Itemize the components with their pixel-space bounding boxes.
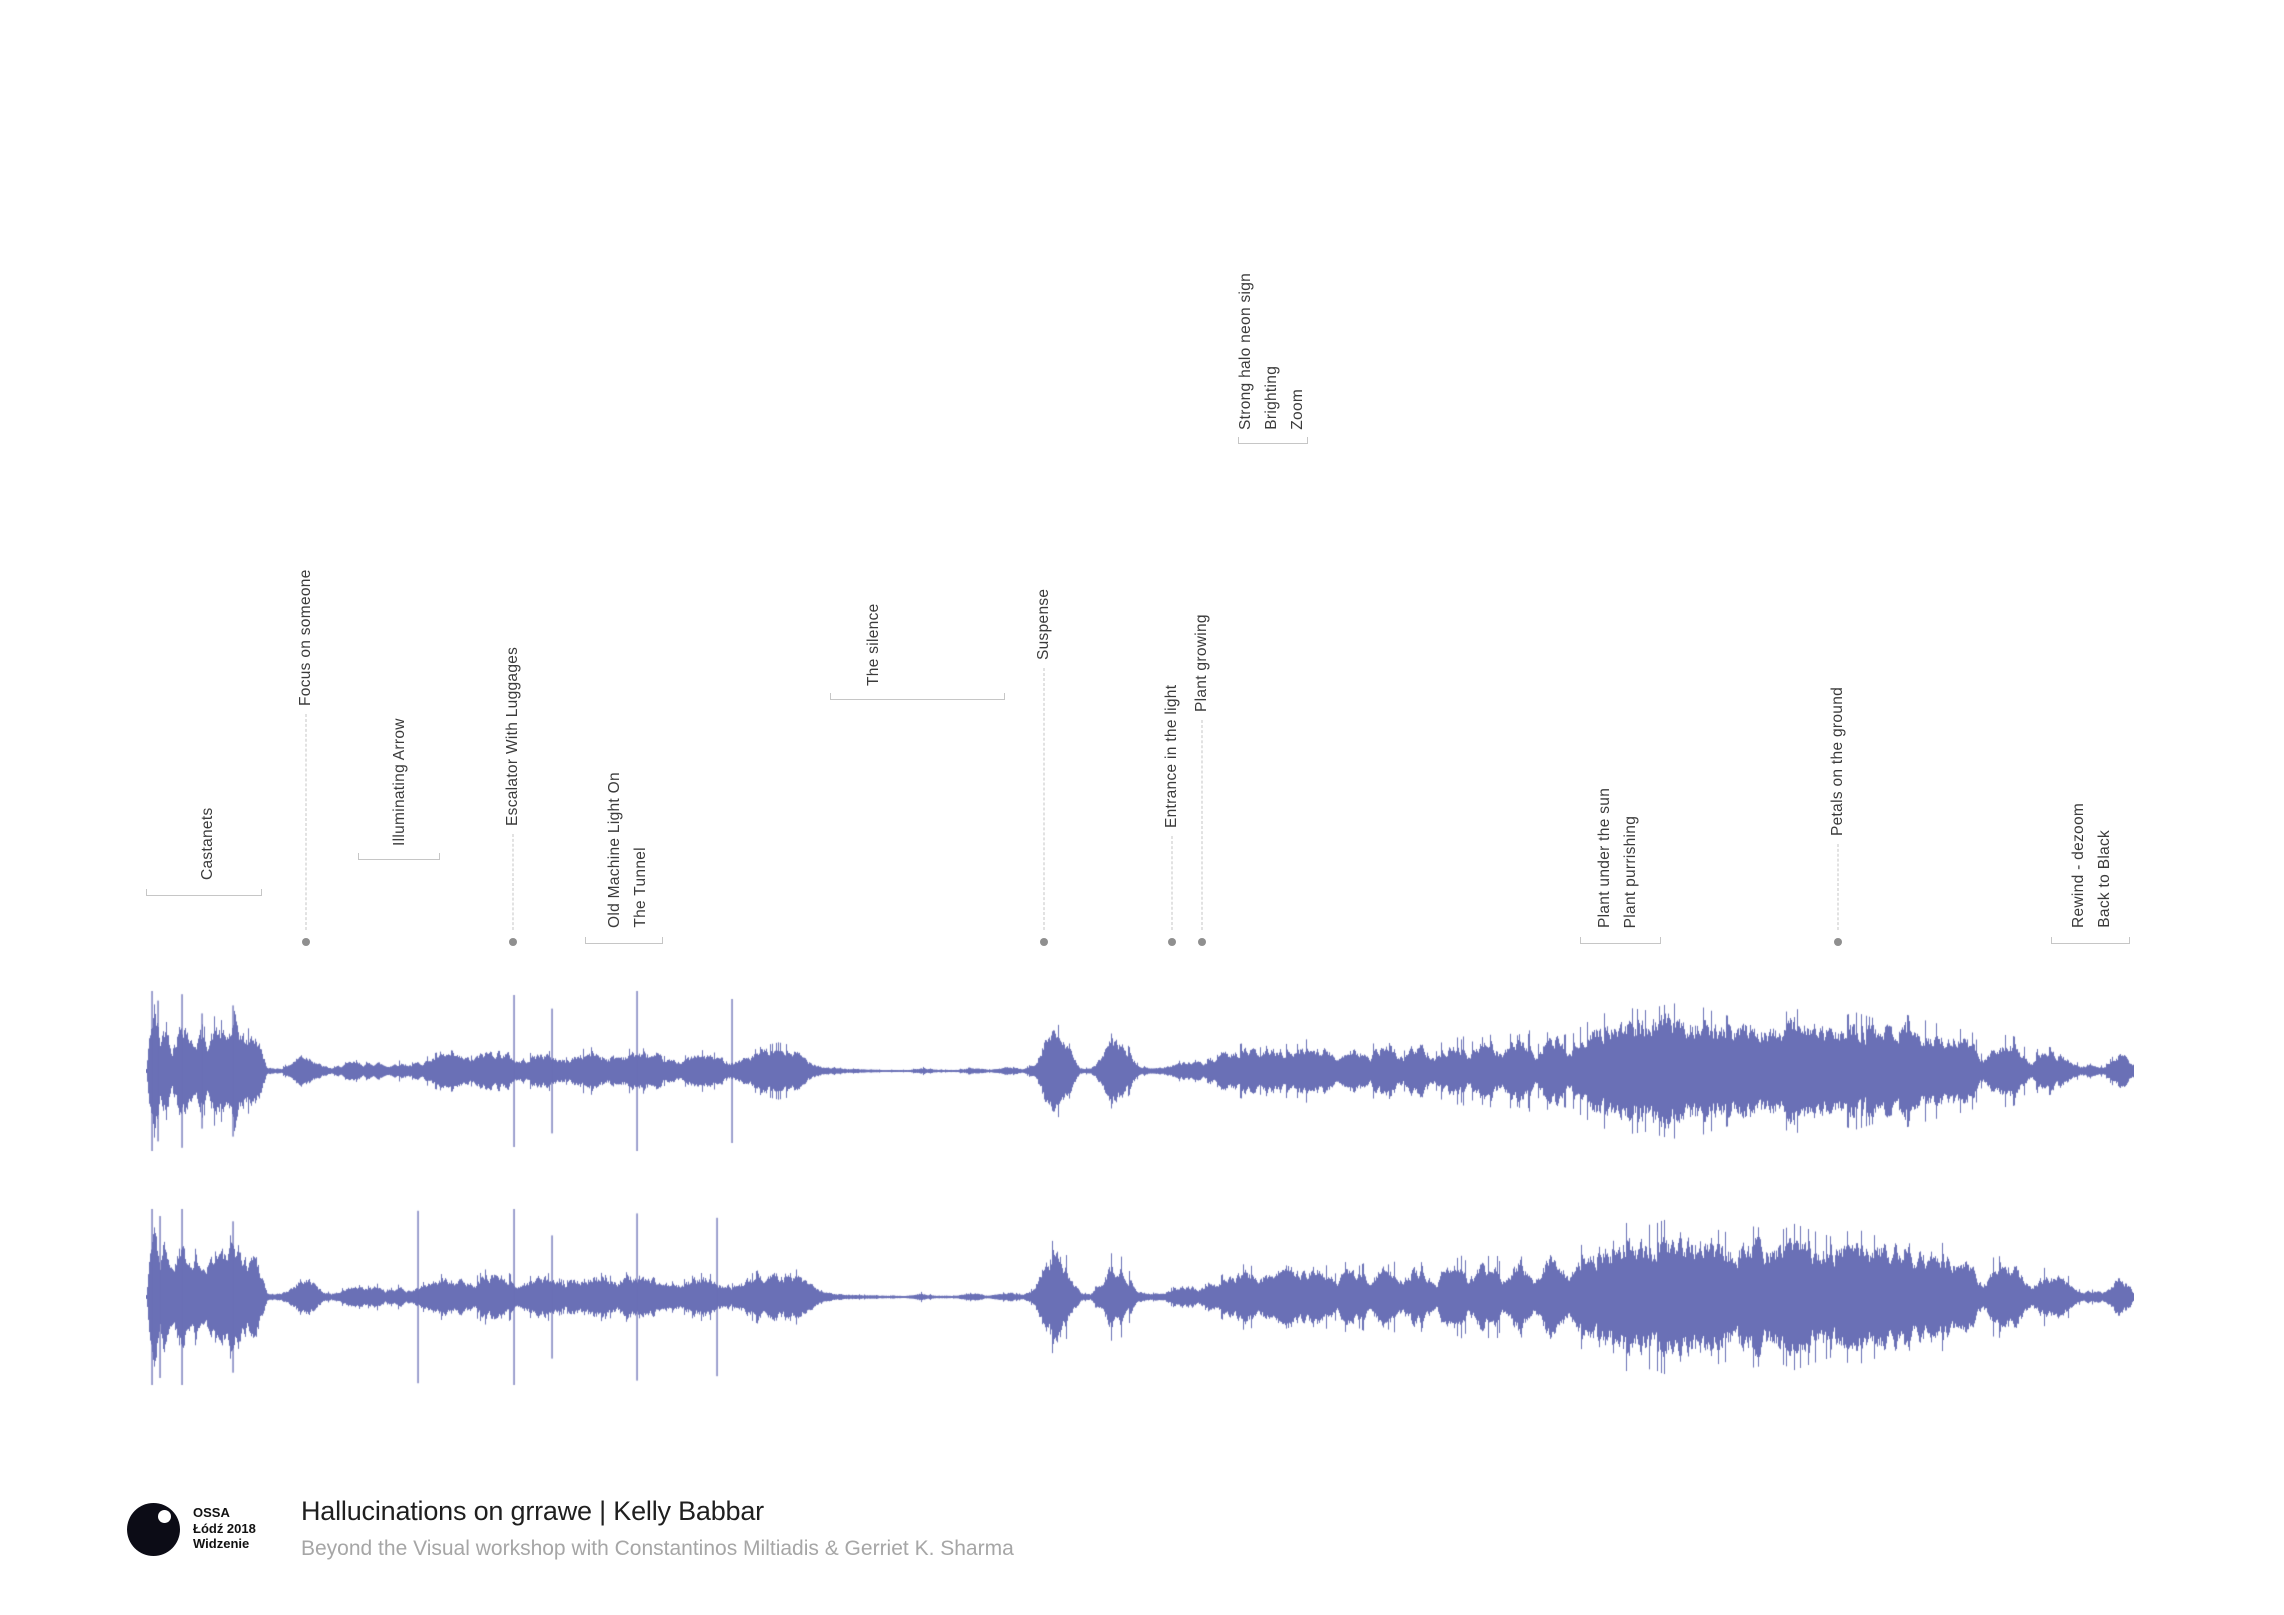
logo-highlight-dot bbox=[158, 1510, 171, 1523]
annotation-bracket bbox=[1238, 437, 1308, 444]
annotation-dot bbox=[302, 938, 310, 946]
annotation-label: Strong halo neon sign Brighting Zoom bbox=[1237, 273, 1307, 430]
annotation-label: Illuminating Arrow bbox=[391, 718, 409, 846]
annotation-dot bbox=[509, 938, 517, 946]
annotation-label-line: Back to Black bbox=[2096, 830, 2113, 928]
annotation-dot bbox=[1040, 938, 1048, 946]
annotation-label: Suspense bbox=[1035, 589, 1053, 660]
annotation-dashed-line bbox=[512, 834, 514, 930]
ossa-logo bbox=[127, 1503, 180, 1556]
annotation-label-line: Plant under the sun bbox=[1596, 787, 1613, 928]
annotation-label-line: Illuminating Arrow bbox=[391, 718, 408, 846]
annotation-label: Escalator With Luggages bbox=[504, 647, 522, 826]
annotation-label-line: Castanets bbox=[199, 807, 216, 881]
annotation-label-line: The Tunnel bbox=[632, 847, 649, 928]
annotation-label: Castanets bbox=[199, 808, 217, 881]
annotation-label-line: Rewind - dezoom bbox=[2070, 802, 2087, 928]
annotation-dot bbox=[1198, 938, 1206, 946]
annotation-bracket bbox=[830, 693, 1005, 700]
annotation-dashed-line bbox=[1201, 720, 1203, 930]
annotation-label-line: Old Machine Light On bbox=[606, 772, 623, 928]
annotation-bracket bbox=[1580, 937, 1661, 944]
poster-title: Hallucinations on grrawe | Kelly Babbar bbox=[301, 1496, 764, 1526]
annotation-label: Entrance in the light bbox=[1163, 685, 1181, 828]
annotation-label-line: Zoom bbox=[1289, 389, 1306, 430]
annotation-label: Old Machine Light On The Tunnel bbox=[606, 772, 650, 928]
annotation-dashed-line bbox=[1171, 836, 1173, 930]
annotation-label-line: Petals on the ground bbox=[1829, 686, 1846, 836]
annotation-bracket bbox=[146, 889, 262, 896]
annotation-label-line: Brighting bbox=[1263, 366, 1280, 430]
annotation-dashed-line bbox=[1043, 668, 1045, 930]
annotation-label: Focus on someone bbox=[297, 569, 315, 706]
annotation-bracket bbox=[358, 853, 440, 860]
footer-titles: Hallucinations on grrawe | Kelly Babbar … bbox=[301, 1496, 1014, 1561]
annotation-label-line: Entrance in the light bbox=[1163, 684, 1180, 828]
annotation-label: Rewind - dezoom Back to Black bbox=[2070, 803, 2114, 928]
logo-line-1: OSSA bbox=[193, 1505, 230, 1520]
annotation-label-line: The silence bbox=[865, 603, 882, 686]
annotation-label: Plant under the sun Plant purrishing bbox=[1596, 788, 1640, 928]
waveform-canvas bbox=[146, 975, 2134, 1405]
logo-text: OSSA Łódź 2018 Widzenie bbox=[193, 1505, 256, 1552]
annotation-bracket bbox=[585, 937, 663, 944]
logo-line-2: Łódź 2018 bbox=[193, 1520, 256, 1536]
logo-line-3: Widzenie bbox=[193, 1536, 250, 1551]
annotation-label-line: Focus on someone bbox=[297, 569, 314, 706]
annotation-label: Petals on the ground bbox=[1829, 687, 1847, 836]
annotation-dot bbox=[1168, 938, 1176, 946]
annotation-bracket bbox=[2051, 937, 2130, 944]
annotation-label-line: Strong halo neon sign bbox=[1237, 272, 1254, 430]
poster-subtitle: Beyond the Visual workshop with Constant… bbox=[301, 1537, 1014, 1560]
annotation-dashed-line bbox=[1837, 844, 1839, 930]
annotation-dot bbox=[1834, 938, 1842, 946]
annotation-label-line: Plant purrishing bbox=[1622, 815, 1639, 929]
annotation-label-line: Plant growing bbox=[1193, 614, 1210, 712]
annotation-label-line: Suspense bbox=[1035, 588, 1052, 660]
annotation-label: The silence bbox=[865, 603, 883, 686]
annotation-label: Plant growing bbox=[1193, 614, 1211, 712]
annotation-label-line: Escalator With Luggages bbox=[504, 646, 521, 826]
annotation-dashed-line bbox=[305, 714, 307, 930]
